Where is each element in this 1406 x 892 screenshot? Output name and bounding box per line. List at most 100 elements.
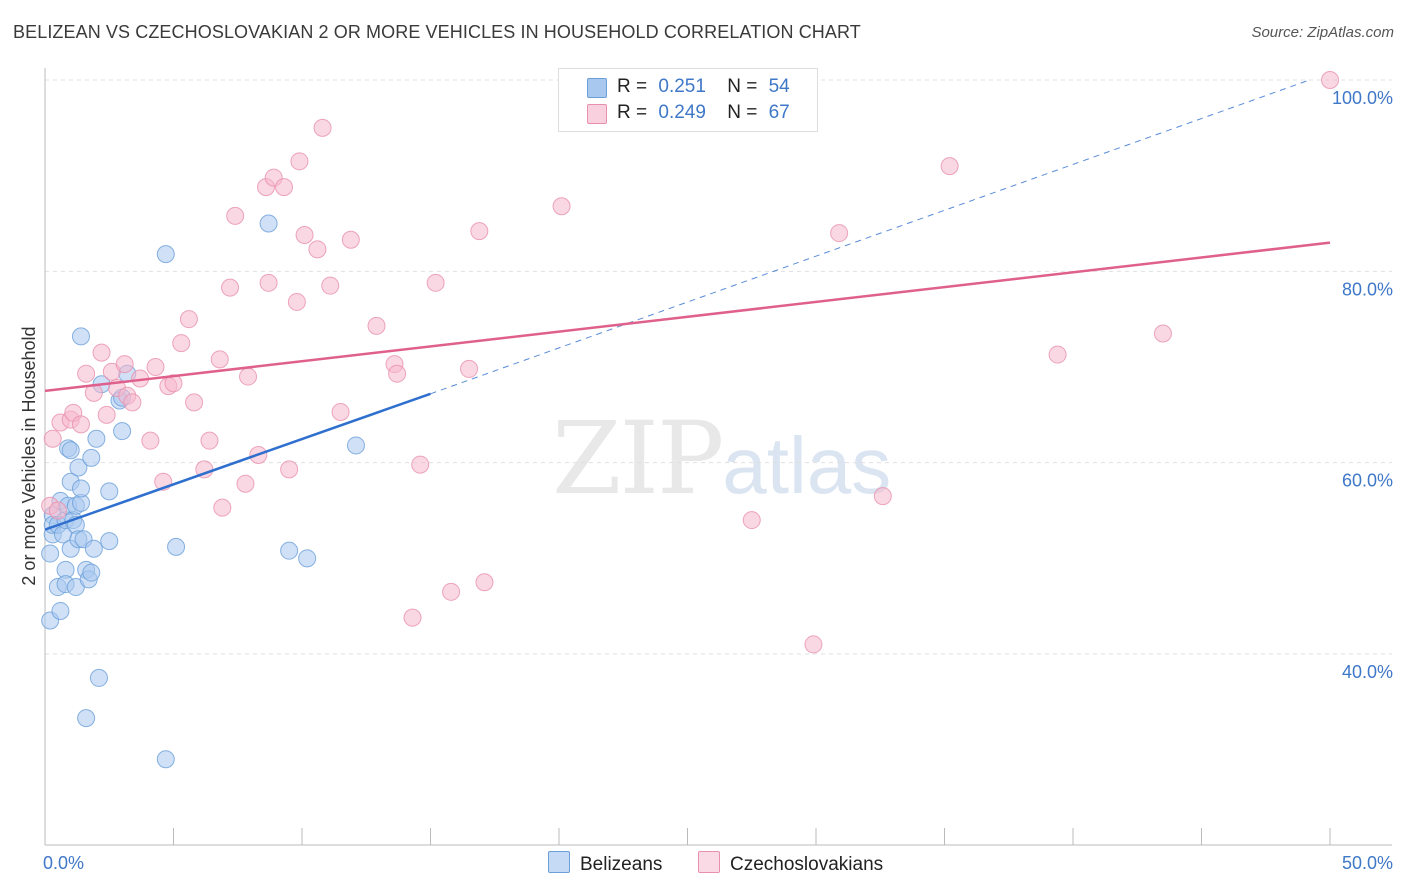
y-axis-label: 2 or more Vehicles in Household [19, 326, 39, 585]
bottom-legend-label: Czechoslovakians [730, 854, 884, 875]
belizean-point [69, 458, 88, 477]
czechoslovakian-point [313, 118, 332, 137]
watermark-atlas: atlas [722, 421, 892, 510]
belizean-point [113, 422, 132, 441]
watermark-zip: ZIP [552, 400, 724, 517]
czechoslovakian-point [470, 222, 489, 241]
bottom-legend-swatch-czechoslovakians [698, 851, 720, 873]
legend-swatch-belizeans [587, 78, 607, 98]
belizean-trend-line [44, 392, 431, 531]
czechoslovakian-trend-line [44, 241, 1331, 393]
czechoslovakian-point [1153, 324, 1172, 343]
belizean-point [156, 245, 175, 264]
czechoslovakian-point [403, 608, 422, 627]
czechoslovakian-point [308, 240, 327, 259]
watermark: ZIPatlas [552, 400, 891, 517]
source-label: Source: ZipAtlas.com [1251, 24, 1394, 41]
czechoslovakian-point [295, 225, 314, 244]
belizean-point [71, 479, 90, 498]
belizean-point [84, 539, 103, 558]
belizean-point [100, 482, 119, 501]
belizean-point [51, 601, 70, 620]
belizean-point [89, 668, 108, 687]
legend-n-value: 67 [768, 102, 790, 123]
czechoslovakian-point [341, 230, 360, 249]
czechoslovakian-point [259, 273, 278, 292]
belizean-point [100, 532, 119, 551]
czechoslovakian-point [742, 511, 761, 530]
czechoslovakian-point [1321, 71, 1339, 89]
legend-swatch-czechoslovakians [587, 104, 607, 124]
belizean-point [259, 214, 278, 233]
legend-r-label: R = [617, 102, 648, 123]
czechoslovakian-point [210, 350, 229, 369]
y-tick-label: 80.0% [1342, 279, 1393, 299]
legend-n-label: N = [727, 102, 758, 123]
czechoslovakian-point [77, 364, 96, 383]
belizean-point [298, 549, 317, 568]
belizean-point [61, 441, 80, 460]
czechoslovakian-point [97, 405, 116, 424]
belizean-point [156, 750, 175, 769]
czechoslovakian-point [221, 278, 240, 297]
czechoslovakian-point [331, 402, 350, 421]
bottom-legend-swatch-belizeans [548, 851, 570, 873]
czechoslovakian-point [123, 393, 142, 412]
x-tick-label: 50.0% [1342, 853, 1393, 873]
czechoslovakian-point [164, 374, 183, 393]
czechoslovakian-point [236, 474, 255, 493]
czechoslovakian-point [388, 364, 407, 383]
czechoslovakian-point [43, 429, 62, 448]
belizean-point [346, 436, 365, 455]
czechoslovakian-point [460, 359, 479, 378]
czechoslovakian-point [172, 334, 191, 353]
czechoslovakian-point [213, 498, 232, 517]
czechoslovakian-point [442, 582, 461, 601]
czechoslovakian-point [226, 206, 245, 225]
bottom-legend-label: Belizeans [580, 854, 663, 875]
belizean-point [82, 563, 101, 582]
czechoslovakian-point [71, 415, 90, 434]
czechoslovakian-point [411, 455, 430, 474]
belizean-point [82, 448, 101, 467]
czechoslovakian-point [146, 358, 165, 376]
y-tick-label: 60.0% [1342, 471, 1393, 491]
czechoslovakian-point [804, 635, 823, 654]
bottom-legend-czechoslovakians: Czechoslovakians [698, 851, 883, 877]
legend-r-label: R = [617, 76, 648, 97]
y-tick-label: 40.0% [1342, 662, 1393, 682]
czechoslovakian-point [475, 573, 494, 592]
czechoslovakian-point [873, 487, 892, 506]
czechoslovakian-point [1048, 345, 1067, 364]
czechoslovakian-point [115, 355, 134, 374]
czechoslovakian-point [321, 276, 340, 295]
czechoslovakian-point [185, 393, 204, 412]
belizean-point [87, 429, 106, 448]
czechoslovakian-point [830, 224, 849, 243]
czechoslovakian-point [200, 431, 219, 450]
czechoslovakian-point [552, 197, 571, 216]
czechoslovakian-point [367, 316, 386, 335]
czechoslovakian-point [290, 152, 309, 171]
czechoslovakian-point [426, 273, 445, 292]
belizean-point [41, 544, 60, 563]
legend-n-value: 54 [768, 76, 790, 97]
czechoslovakian-point [287, 292, 306, 311]
bottom-legend-belizeans: Belizeans [548, 851, 662, 877]
x-tick-label: 0.0% [43, 853, 84, 873]
belizean-point [71, 327, 90, 346]
czechoslovakian-point [280, 460, 299, 479]
legend-r-value: 0.249 [658, 102, 706, 123]
czechoslovakian-point [940, 157, 959, 176]
belizean-point [77, 709, 96, 728]
belizean-point [280, 541, 299, 560]
belizean-point [167, 537, 186, 556]
chart-title: BELIZEAN VS CZECHOSLOVAKIAN 2 OR MORE VE… [13, 22, 861, 42]
legend-n-label: N = [727, 76, 758, 97]
correlation-legend: R = 0.251 N = 54 R = 0.249 N = 67 [558, 68, 818, 132]
czechoslovakian-point [239, 367, 258, 386]
y-tick-label: 100.0% [1332, 88, 1393, 108]
czechoslovakian-point [275, 178, 294, 197]
czechoslovakian-point [48, 501, 67, 520]
